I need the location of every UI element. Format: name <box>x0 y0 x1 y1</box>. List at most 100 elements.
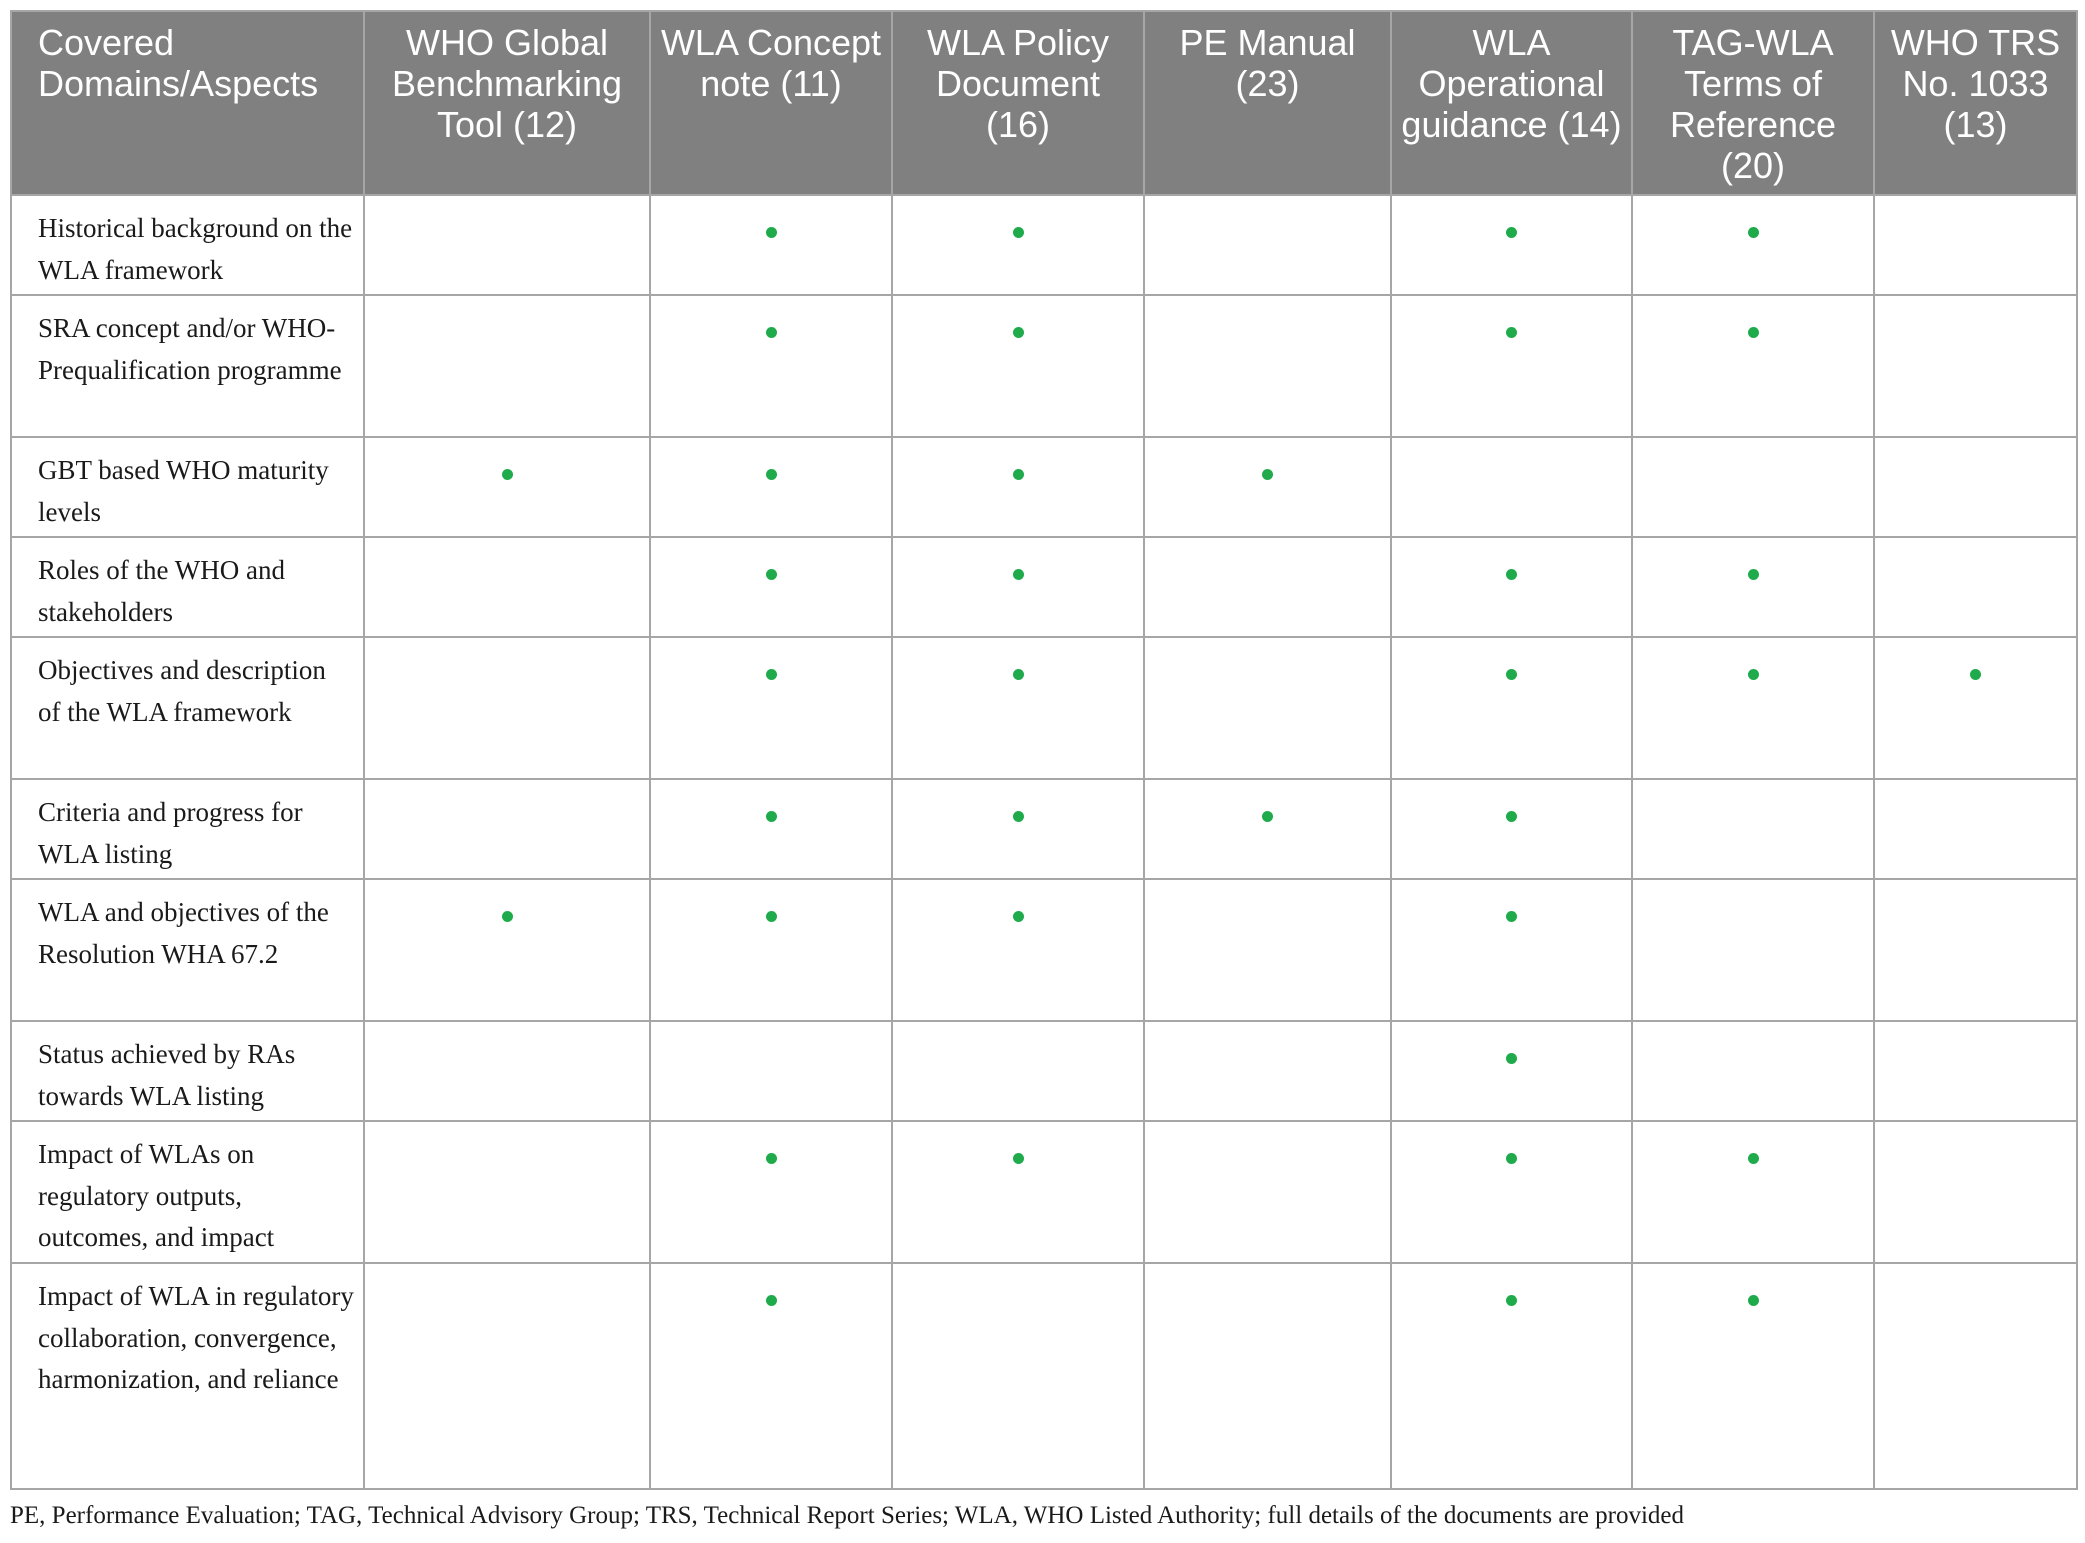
coverage-cell <box>1631 436 1875 538</box>
covered-dot-icon <box>1506 327 1517 338</box>
coverage-cell <box>1873 294 2078 438</box>
coverage-cell <box>1631 878 1875 1022</box>
coverage-cell <box>1390 1262 1633 1490</box>
covered-dot-icon <box>1012 569 1024 580</box>
covered-dot-icon <box>1012 811 1024 822</box>
coverage-cell <box>363 1020 651 1122</box>
coverage-cell <box>1873 436 2078 538</box>
aspect-cell: Status achieved by RAs towards WLA listi… <box>10 1020 365 1122</box>
coverage-cell <box>649 194 893 296</box>
covered-dot-icon <box>765 911 777 922</box>
header-wla-operational-guidance: WLA Operational guidance (14) <box>1390 10 1633 196</box>
coverage-cell <box>1143 778 1392 880</box>
coverage-cell <box>891 436 1145 538</box>
table-body: Historical background on the WLA framewo… <box>10 194 2078 1490</box>
table-row: Historical background on the WLA framewo… <box>10 194 2078 296</box>
coverage-cell <box>1390 878 1633 1022</box>
table-row: Roles of the WHO and stakeholders <box>10 536 2078 638</box>
covered-dot-icon <box>1012 1153 1024 1164</box>
coverage-cell <box>1143 636 1392 780</box>
covered-dot-icon <box>1506 1053 1517 1064</box>
coverage-cell <box>1390 294 1633 438</box>
coverage-cell <box>1631 778 1875 880</box>
footnote: PE, Performance Evaluation; TAG, Technic… <box>10 1502 1685 1529</box>
coverage-cell <box>363 536 651 638</box>
covered-dot-icon <box>1747 569 1759 580</box>
coverage-cell <box>363 194 651 296</box>
covered-dot-icon <box>1506 911 1517 922</box>
coverage-cell <box>1873 778 2078 880</box>
aspect-cell: Impact of WLA in regulatory collaboratio… <box>10 1262 365 1490</box>
covered-dot-icon <box>765 811 777 822</box>
covered-dot-icon <box>1747 1295 1759 1306</box>
coverage-cell <box>363 778 651 880</box>
coverage-cell <box>1631 294 1875 438</box>
coverage-cell <box>1390 636 1633 780</box>
coverage-cell <box>363 1262 651 1490</box>
aspect-cell: Impact of WLAs on regulatory outputs, ou… <box>10 1120 365 1264</box>
covered-dot-icon <box>1012 669 1024 680</box>
coverage-cell <box>1873 1020 2078 1122</box>
header-row: Covered Domains/Aspects WHO Global Bench… <box>10 10 2078 196</box>
covered-dot-icon <box>1970 669 1981 680</box>
coverage-cell <box>649 294 893 438</box>
coverage-cell <box>649 778 893 880</box>
coverage-cell <box>1873 1262 2078 1490</box>
table-row: GBT based WHO maturity levels <box>10 436 2078 538</box>
covered-dot-icon <box>765 327 777 338</box>
coverage-cell <box>1143 1020 1392 1122</box>
covered-dot-icon <box>1262 469 1273 480</box>
coverage-cell <box>1143 536 1392 638</box>
coverage-cell <box>1143 194 1392 296</box>
covered-dot-icon <box>1747 327 1759 338</box>
coverage-cell <box>891 636 1145 780</box>
coverage-cell <box>363 294 651 438</box>
aspect-cell: Objectives and description of the WLA fr… <box>10 636 365 780</box>
covered-dot-icon <box>1506 1153 1517 1164</box>
covered-dot-icon <box>1506 1295 1517 1306</box>
coverage-cell <box>891 1020 1145 1122</box>
coverage-cell <box>1631 1120 1875 1264</box>
coverage-cell <box>649 536 893 638</box>
aspect-cell: Roles of the WHO and stakeholders <box>10 536 365 638</box>
coverage-cell <box>1631 636 1875 780</box>
coverage-cell <box>1390 436 1633 538</box>
covered-dot-icon <box>765 1295 777 1306</box>
aspect-cell: Historical background on the WLA framewo… <box>10 194 365 296</box>
coverage-cell <box>363 1120 651 1264</box>
coverage-cell <box>1143 878 1392 1022</box>
coverage-cell <box>1631 1020 1875 1122</box>
coverage-cell <box>1390 1120 1633 1264</box>
coverage-cell <box>1390 1020 1633 1122</box>
coverage-cell <box>1143 294 1392 438</box>
aspect-cell: Criteria and progress for WLA listing <box>10 778 365 880</box>
covered-dot-icon <box>1506 811 1517 822</box>
coverage-cell <box>891 194 1145 296</box>
coverage-cell <box>1390 778 1633 880</box>
coverage-cell <box>363 636 651 780</box>
covered-dot-icon <box>1747 1153 1759 1164</box>
table-row: Impact of WLAs on regulatory outputs, ou… <box>10 1120 2078 1264</box>
table-row: Status achieved by RAs towards WLA listi… <box>10 1020 2078 1122</box>
header-pe-manual: PE Manual (23) <box>1143 10 1392 196</box>
aspect-cell: SRA concept and/or WHO-Prequalification … <box>10 294 365 438</box>
table-row: Impact of WLA in regulatory collaboratio… <box>10 1262 2078 1490</box>
table-row: SRA concept and/or WHO-Prequalification … <box>10 294 2078 438</box>
coverage-cell <box>1631 194 1875 296</box>
coverage-cell <box>1873 636 2078 780</box>
aspect-cell: WLA and objectives of the Resolution WHA… <box>10 878 365 1022</box>
coverage-cell <box>1873 536 2078 638</box>
covered-dot-icon <box>765 1153 777 1164</box>
header-who-gbt: WHO Global Benchmarking Tool (12) <box>363 10 651 196</box>
coverage-cell <box>1873 194 2078 296</box>
coverage-cell <box>891 536 1145 638</box>
covered-dot-icon <box>1012 469 1024 480</box>
coverage-cell <box>891 1120 1145 1264</box>
table-row: Criteria and progress for WLA listing <box>10 778 2078 880</box>
covered-dot-icon <box>1506 227 1517 238</box>
aspect-cell: GBT based WHO maturity levels <box>10 436 365 538</box>
coverage-cell <box>649 1262 893 1490</box>
coverage-cell <box>891 778 1145 880</box>
coverage-cell <box>1390 536 1633 638</box>
coverage-cell <box>649 1120 893 1264</box>
